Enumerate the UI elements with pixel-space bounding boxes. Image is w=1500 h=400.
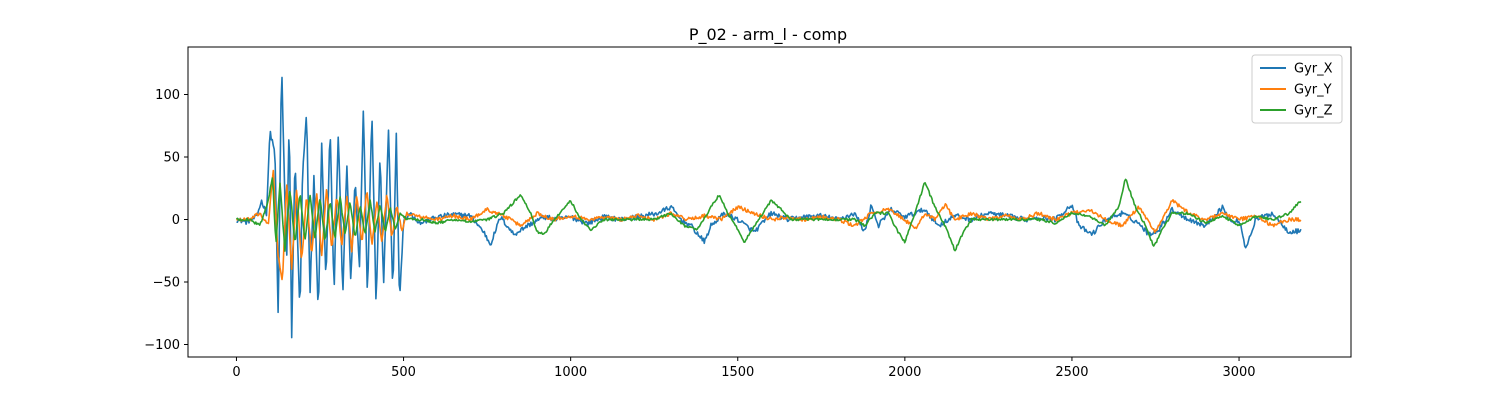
plot-frame (187, 46, 1352, 358)
y-tick-label: 0 (172, 213, 180, 228)
y-tick-label: 50 (163, 151, 180, 166)
x-tick-label: 1500 (721, 365, 754, 380)
legend-box (1251, 54, 1343, 124)
y-tick-label: 100 (155, 88, 180, 103)
x-tick-label: 2500 (1055, 365, 1088, 380)
y-tick-label: −50 (153, 276, 180, 291)
legend-label: Gyr_Z (1294, 104, 1333, 119)
legend-label: Gyr_X (1294, 62, 1333, 77)
legend: Gyr_X Gyr_Y Gyr_Z (1251, 54, 1343, 124)
chart-title: P_02 - arm_l - comp (689, 25, 847, 45)
x-tick-label: 1000 (554, 365, 587, 380)
series-line-gyr-x (236, 76, 1302, 339)
y-tick-label: −100 (144, 338, 180, 353)
series-line-gyr-z (235, 177, 1302, 252)
x-tick-label: 0 (232, 365, 240, 380)
x-tick-label: 500 (391, 365, 416, 380)
x-tick-label: 3000 (1222, 365, 1255, 380)
x-tick-label: 2000 (888, 365, 921, 380)
series-line-gyr-y (236, 169, 1302, 281)
legend-label: Gyr_Y (1294, 83, 1332, 98)
